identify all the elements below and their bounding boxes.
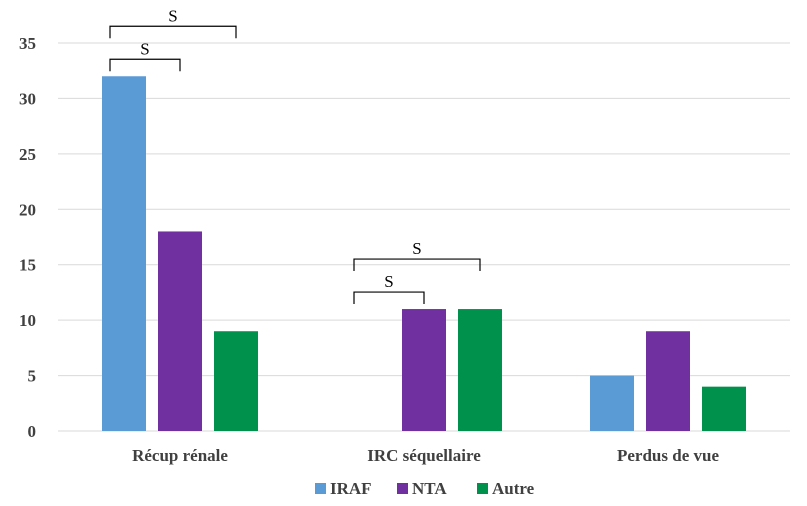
legend-swatch-nta <box>397 483 408 494</box>
bar-nta-2 <box>646 331 690 431</box>
legend-label-autre: Autre <box>492 479 535 498</box>
y-tick-label: 10 <box>19 311 36 330</box>
bar-autre-1 <box>458 309 502 431</box>
y-axis-ticks: 0 5 10 15 20 25 30 35 <box>19 34 36 441</box>
significance-label: S <box>384 272 393 291</box>
y-tick-label: 30 <box>19 89 36 108</box>
y-tick-label: 35 <box>19 34 36 53</box>
significance-bracket <box>109 58 181 72</box>
y-tick-label: 5 <box>28 367 37 386</box>
x-category-label: Perdus de vue <box>617 446 719 465</box>
bar-iraf-2 <box>590 375 634 431</box>
bar-nta-1 <box>402 309 446 431</box>
legend-swatch-iraf <box>315 483 326 494</box>
legend-label-nta: NTA <box>412 479 447 498</box>
bar-nta-0 <box>158 231 202 431</box>
y-tick-label: 25 <box>19 145 36 164</box>
bar-autre-0 <box>214 331 258 431</box>
x-axis-labels: Récup rénale IRC séquellaire Perdus de vue <box>132 446 719 465</box>
bars <box>102 76 746 431</box>
significance-label: S <box>412 239 421 258</box>
significance-label: S <box>168 6 177 25</box>
legend: IRAF NTA Autre <box>315 479 535 498</box>
legend-label-iraf: IRAF <box>330 479 372 498</box>
bar-iraf-0 <box>102 76 146 431</box>
bar-autre-2 <box>702 386 746 431</box>
y-tick-label: 15 <box>19 256 36 275</box>
y-tick-label: 20 <box>19 200 36 219</box>
y-tick-label: 0 <box>28 422 37 441</box>
significance-bracket <box>353 291 425 305</box>
significance-bracket <box>353 258 481 272</box>
significance-bracket <box>109 25 237 39</box>
x-category-label: IRC séquellaire <box>367 446 481 465</box>
x-category-label: Récup rénale <box>132 446 228 465</box>
significance-label: S <box>140 39 149 58</box>
legend-swatch-autre <box>477 483 488 494</box>
